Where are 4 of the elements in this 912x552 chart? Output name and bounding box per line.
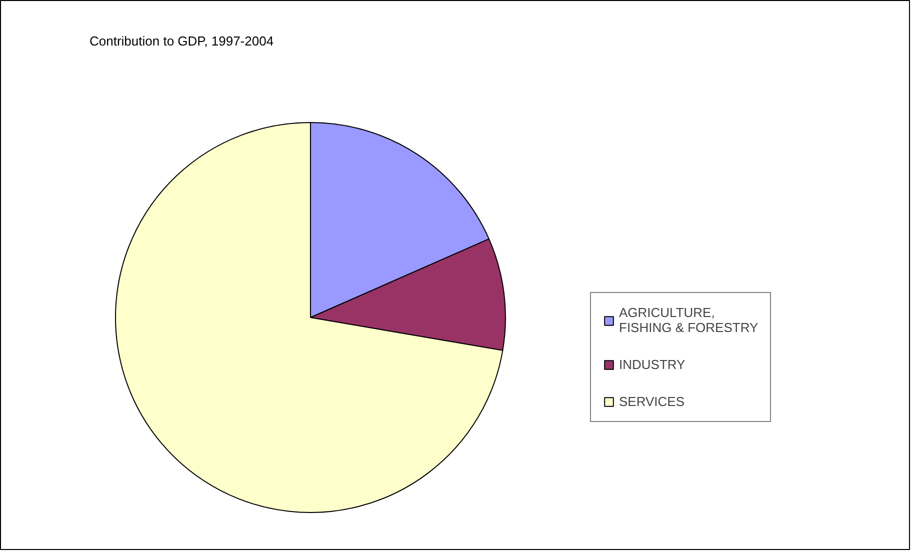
- legend-label: SERVICES: [619, 394, 685, 409]
- legend-label: AGRICULTURE, FISHING & FORESTRY: [619, 305, 758, 335]
- chart-title: Contribution to GDP, 1997-2004: [90, 34, 274, 48]
- legend-label: INDUSTRY: [619, 357, 686, 372]
